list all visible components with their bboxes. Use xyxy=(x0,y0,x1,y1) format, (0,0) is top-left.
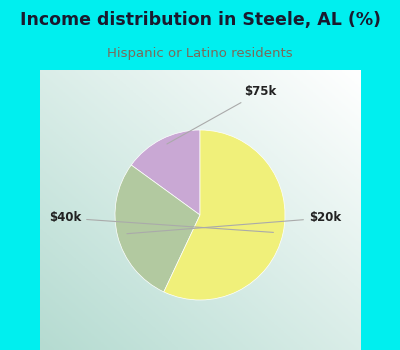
Wedge shape xyxy=(115,165,200,292)
Wedge shape xyxy=(164,130,285,300)
Text: $20k: $20k xyxy=(127,211,341,234)
Text: $40k: $40k xyxy=(49,211,274,232)
Text: Hispanic or Latino residents: Hispanic or Latino residents xyxy=(107,47,293,60)
Text: Income distribution in Steele, AL (%): Income distribution in Steele, AL (%) xyxy=(20,10,380,28)
Wedge shape xyxy=(131,130,200,215)
Text: $75k: $75k xyxy=(167,85,276,144)
